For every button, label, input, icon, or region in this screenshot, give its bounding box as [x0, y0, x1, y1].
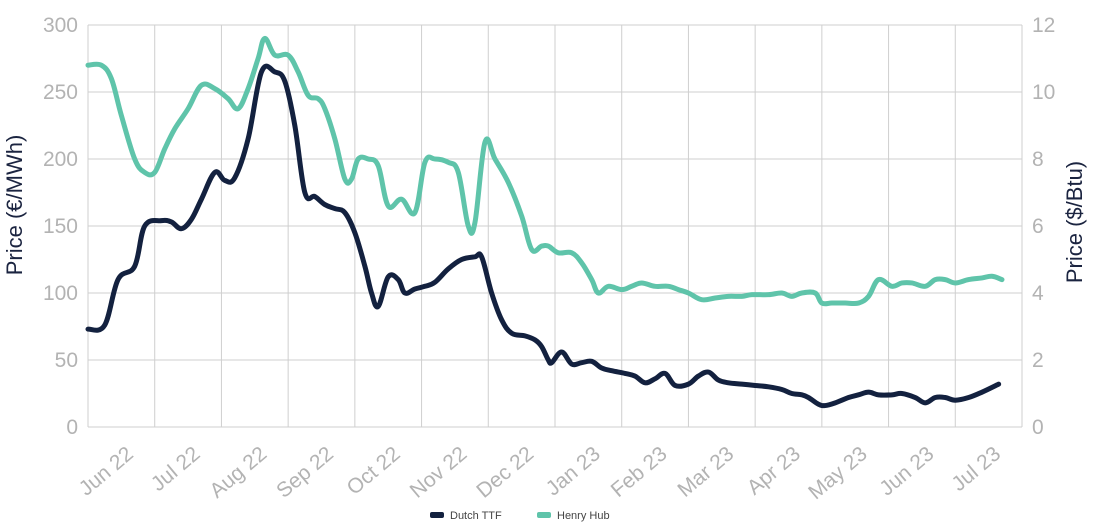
x-tick-label: Nov 22 — [406, 442, 472, 502]
x-tick-label: Oct 22 — [343, 442, 405, 499]
x-tick-label: Jul 22 — [147, 442, 205, 496]
x-axis-ticks: Jun 22 Jul 22 Aug 22 Sep 22 Oct 22 Nov 22 Dec … — [75, 442, 1005, 504]
legend-swatch-henry-hub — [537, 512, 551, 518]
right-tick-label: 4 — [1032, 282, 1044, 305]
right-tick-label: 8 — [1032, 148, 1044, 171]
x-tick-label: Jan 23 — [542, 442, 605, 500]
right-tick-label: 10 — [1032, 81, 1055, 104]
left-tick-label: 100 — [43, 282, 78, 305]
x-tick-label: Dec 22 — [472, 442, 538, 502]
legend-label-henry-hub: Henry Hub — [557, 510, 610, 522]
right-tick-label: 12 — [1032, 14, 1055, 37]
left-tick-label: 50 — [55, 349, 78, 372]
left-tick-label: 150 — [43, 215, 78, 238]
left-axis-title: Price (€/MWh) — [2, 135, 27, 276]
x-tick-label: Jun 23 — [875, 442, 938, 500]
x-tick-label: Aug 22 — [205, 442, 271, 502]
legend-label-dutch-ttf: Dutch TTF — [450, 510, 502, 522]
right-axis-ticks: 0 2 4 6 8 10 12 — [1032, 14, 1055, 439]
x-tick-label: Jul 23 — [947, 442, 1005, 496]
x-tick-label: Apr 23 — [743, 442, 805, 499]
series-lines — [85, 35, 1005, 409]
left-tick-label: 200 — [43, 148, 78, 171]
series-line-henry-hub — [85, 35, 1005, 307]
left-tick-label: 0 — [66, 416, 78, 439]
grid — [87, 24, 1023, 428]
legend-item-henry-hub: Henry Hub — [537, 510, 610, 522]
left-tick-label: 250 — [43, 81, 78, 104]
right-tick-label: 0 — [1032, 416, 1044, 439]
x-tick-label: Sep 22 — [272, 442, 338, 502]
x-tick-label: May 23 — [804, 442, 872, 504]
series-line-dutch-ttf — [85, 63, 1002, 409]
right-axis-title: Price ($/Btu) — [1062, 161, 1087, 283]
legend-swatch-dutch-ttf — [430, 512, 444, 518]
x-tick-label: Mar 23 — [673, 442, 738, 502]
x-tick-label: Feb 23 — [607, 442, 672, 502]
right-tick-label: 6 — [1032, 215, 1044, 238]
right-tick-label: 2 — [1032, 349, 1044, 372]
left-tick-label: 300 — [43, 14, 78, 37]
left-axis-ticks: 0 50 100 150 200 250 300 — [43, 14, 78, 439]
legend: Dutch TTF Henry Hub — [430, 510, 610, 522]
x-tick-label: Jun 22 — [75, 442, 138, 500]
legend-item-dutch-ttf: Dutch TTF — [430, 510, 502, 522]
